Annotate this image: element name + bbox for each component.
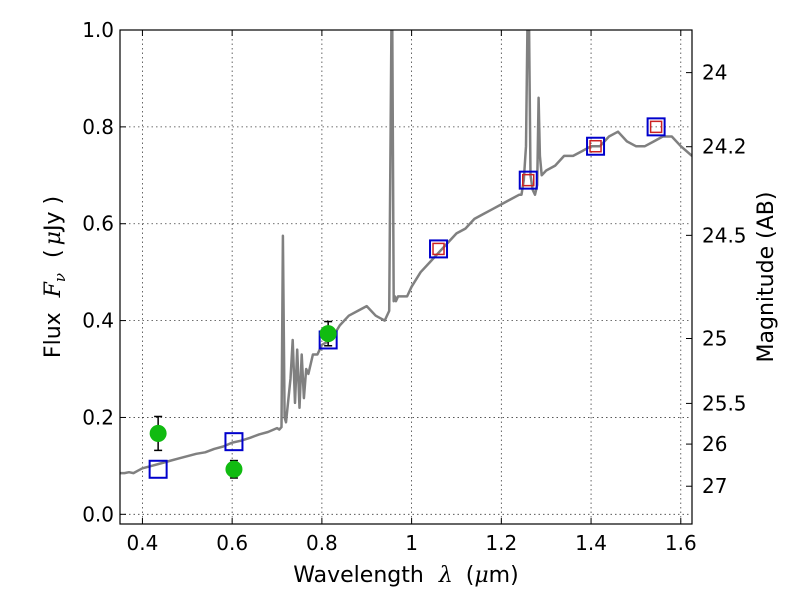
model-square-marker <box>586 136 606 156</box>
hst-data-point <box>149 424 167 442</box>
y-tick-label: 0.4 <box>82 309 114 333</box>
model-square-marker <box>518 170 538 190</box>
y2-axis-title: Magnitude (AB) <box>754 192 779 363</box>
x-tick-label: 0.4 <box>127 531 159 555</box>
y-tick-label: 0.2 <box>82 405 114 429</box>
plot-frame <box>119 29 693 525</box>
hst-data-point <box>319 325 337 343</box>
hst-data-point <box>225 460 243 478</box>
axis-ticks: 0.4 0.6 0.8 1 1.2 1.4 1.6 0.0 0.2 0.4 0.6 0.8 1.0 24 2… <box>82 18 746 555</box>
model-square-marker <box>224 432 244 452</box>
model-square-marker <box>646 117 666 137</box>
observed-square-marker <box>649 120 663 134</box>
observed-square-marker <box>522 173 535 187</box>
mag-tick-label: 24.5 <box>702 223 747 247</box>
mag-tick-label: 24.2 <box>702 135 747 159</box>
x-tick-label: 1.4 <box>575 531 607 555</box>
model-square-marker <box>429 239 449 259</box>
mag-tick-label: 27 <box>702 474 727 498</box>
x-tick-label: 1 <box>405 531 418 555</box>
observed-square-marker <box>432 242 445 256</box>
x-tick-label: 0.8 <box>306 531 338 555</box>
y-tick-label: 0.6 <box>82 212 114 236</box>
mag-tick-label: 24 <box>702 61 727 85</box>
mag-tick-label: 26 <box>702 432 727 456</box>
mag-tick-label: 25.5 <box>702 391 747 415</box>
spectrum-line <box>120 30 692 475</box>
y-tick-label: 1.0 <box>82 18 114 42</box>
y-tick-label: 0.8 <box>82 115 114 139</box>
grid-lines <box>120 29 692 524</box>
x-axis-title: Wavelength λ (μm) <box>293 563 518 588</box>
mag-tick-label: 25 <box>702 327 727 351</box>
y-tick-label: 0.0 <box>82 502 114 526</box>
x-tick-label: 1.6 <box>665 531 697 555</box>
y-axis-title: Flux Fν (μJy ) <box>41 196 71 358</box>
x-tick-label: 0.6 <box>216 531 248 555</box>
series-layer <box>120 30 692 479</box>
observed-square-marker <box>589 139 602 153</box>
x-tick-label: 1.2 <box>485 531 517 555</box>
model-square-marker <box>148 459 168 479</box>
